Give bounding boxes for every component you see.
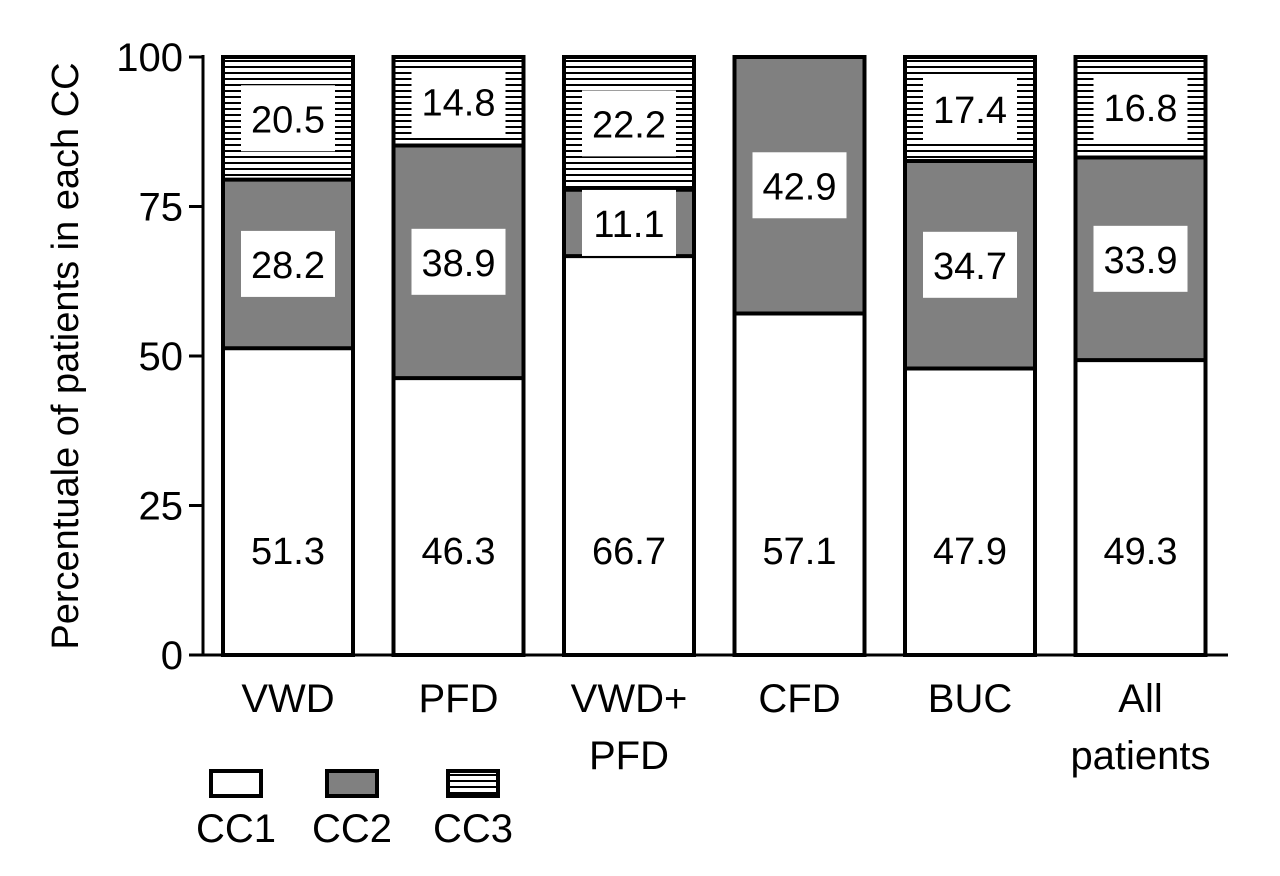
value-label-cc1: 66.7 — [592, 531, 666, 573]
value-label-bg — [241, 230, 335, 297]
bar-segment-cc1 — [223, 348, 353, 655]
x-tick-label: All — [1118, 677, 1162, 721]
x-tick-label: VWD+ — [571, 677, 688, 721]
value-label-bg — [411, 228, 506, 295]
value-label-cc1: 57.1 — [763, 531, 837, 573]
value-label-bg — [923, 76, 1017, 143]
value-label-cc2: 38.9 — [422, 243, 496, 285]
x-tick-label: patients — [1070, 734, 1210, 778]
value-label-bg — [411, 68, 506, 135]
bar-outline — [1073, 55, 1208, 657]
y-axis-title: Percentuale of patients in each CC — [45, 62, 87, 649]
value-label-cc2: 11.1 — [593, 204, 664, 246]
value-label-bg — [582, 189, 676, 256]
value-label-bg — [752, 152, 847, 219]
value-label-cc3: 16.8 — [1104, 88, 1178, 130]
value-label-bg — [923, 231, 1017, 298]
x-tick-label: CFD — [758, 677, 840, 721]
value-label-bg — [1093, 74, 1188, 141]
legend-swatch-cc1 — [209, 769, 263, 798]
y-tick-label: 0 — [161, 634, 183, 678]
legend-label-cc2: CC2 — [312, 807, 392, 851]
bar-segment-cc1 — [734, 313, 865, 655]
x-tick-label: BUC — [928, 677, 1012, 721]
value-label-cc3: 22.2 — [592, 104, 666, 146]
bar-segment-cc1 — [905, 368, 1035, 655]
x-tick-label: PFD — [589, 734, 669, 778]
plot-area: 0 25 50 75 100 51.3 28.2 20.5 VWD 46.3 38.9 14.8 PFD… — [116, 36, 1228, 778]
value-label-cc2: 33.9 — [1104, 240, 1178, 282]
bar-segment-cc1 — [1075, 360, 1206, 655]
value-label-bg — [241, 85, 335, 152]
y-tick-label: 100 — [116, 36, 183, 80]
value-label-bg — [1093, 225, 1188, 292]
legend-swatch-cc2 — [325, 769, 379, 798]
y-tick-label: 25 — [139, 485, 184, 529]
bar-outline — [732, 55, 867, 657]
legend-label-cc1: CC1 — [196, 807, 276, 851]
bar-outline — [562, 55, 696, 657]
bar-segment-cc1 — [393, 378, 524, 655]
x-tick-label: VWD — [241, 677, 334, 721]
value-label-cc3: 14.8 — [422, 82, 496, 124]
value-label-cc1: 51.3 — [251, 531, 325, 573]
bar-outline — [391, 55, 526, 657]
value-label-bg — [582, 90, 676, 157]
legend-label-cc3: CC3 — [433, 807, 513, 851]
y-tick-label: 50 — [139, 335, 184, 379]
value-label-cc2: 34.7 — [933, 246, 1007, 288]
bar-outline — [221, 55, 355, 657]
value-label-cc1: 47.9 — [933, 531, 1007, 573]
bar-segment-cc1 — [564, 256, 694, 655]
x-tick-label: PFD — [419, 677, 499, 721]
value-label-cc2: 28.2 — [251, 245, 325, 287]
bar-outline — [903, 55, 1037, 657]
legend-swatch-cc3 — [446, 769, 500, 798]
y-tick-label: 75 — [139, 186, 184, 230]
legend: CC1 CC2 CC3 — [196, 769, 513, 851]
value-label-cc1: 49.3 — [1104, 531, 1178, 573]
value-label-cc3: 17.4 — [933, 90, 1007, 132]
value-label-cc2: 42.9 — [763, 166, 837, 208]
value-label-cc1: 46.3 — [422, 531, 496, 573]
value-label-cc3: 20.5 — [251, 99, 325, 141]
